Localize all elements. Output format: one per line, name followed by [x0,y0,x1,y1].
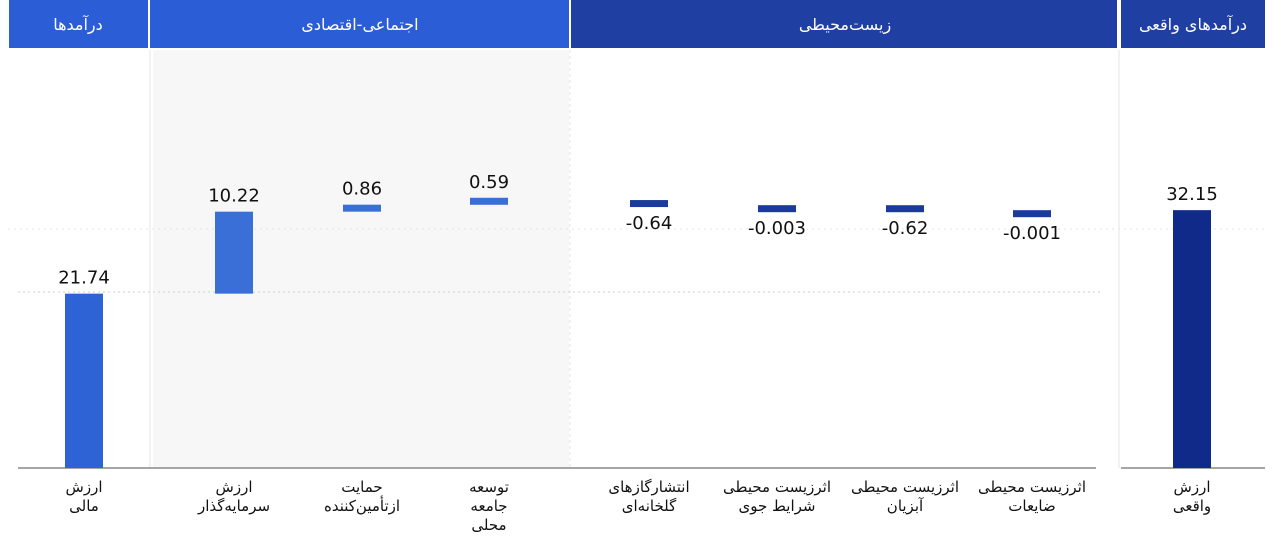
bar-2 [343,204,381,212]
value-label-8: 32.15 [1166,184,1218,205]
category-label-4-line-0: انتشارگازهای [608,478,689,496]
category-label-5-line-1: شرایط جوی [739,497,816,515]
category-label-8-line-1: واقعی [1173,497,1211,515]
value-label-7: -0.001 [1003,223,1061,244]
category-labels-layer: ارزشمالیارزشسرمایه‌گذارحمایتازتأمین‌کنند… [66,478,1212,534]
bar-7 [1013,210,1051,218]
bar-3 [470,197,508,205]
category-label-6-line-0: اثرزیست محیطی [851,478,959,496]
category-label-7-line-0: اثرزیست محیطی [978,478,1086,496]
header-environmental: زیست‌محیطی [571,0,1117,48]
environmental-background [571,50,1117,468]
value-label-0: 21.74 [58,268,110,289]
header-financial-label: درآمدها [53,15,103,35]
value-label-2: 0.86 [342,179,382,200]
value-label-3: 0.59 [469,172,509,193]
category-label-2-line-0: حمایت [341,478,382,496]
value-label-6: -0.62 [882,218,929,239]
header-environmental-label: زیست‌محیطی [799,15,891,35]
value-label-1: 10.22 [208,186,260,207]
category-label-3-line-0: توسعه [469,478,509,496]
bars-layer [65,197,1211,469]
category-label-5-line-0: اثرزیست محیطی [723,478,831,496]
header-real-income: درآمدهای واقعی [1121,0,1265,48]
category-label-4-line-1: گلخانه‌ای [622,497,677,515]
category-label-3-line-2: محلی [471,516,506,534]
value-label-4: -0.64 [626,213,673,234]
value-labels-layer: 21.74 10.22 0.86 0.59 -0.64 -0.003 -0.62 -0.001… [58,172,1218,289]
category-label-0-line-1: مالی [69,497,99,515]
bar-4 [630,200,668,208]
category-label-0-line-0: ارزش [66,478,103,496]
bar-1 [215,211,253,294]
bar-6 [886,205,924,213]
header-socio-economic-label: اجتماعی-اقتصادی [301,15,418,34]
category-label-8-line-0: ارزش [1174,478,1211,496]
header-real-income-bg [1121,0,1265,48]
header-socio-economic-bg [150,0,569,48]
header-financial: درآمدها [9,0,148,48]
category-label-6-line-1: آبزیان [887,497,924,515]
header-financial-bg [9,0,148,48]
category-label-1-line-0: ارزش [216,478,253,496]
category-label-1-line-1: سرمایه‌گذار [197,497,270,515]
header-real-income-label: درآمدهای واقعی [1139,15,1247,35]
category-label-2-line-1: ازتأمین‌کننده [324,495,400,515]
category-label-3-line-1: جامعه [470,497,507,515]
category-label-7-line-1: ضایعات [1008,497,1055,515]
header-environmental-bg [571,0,1117,48]
bar-5 [758,205,796,213]
bar-8 [1173,210,1211,469]
value-label-5: -0.003 [748,218,806,239]
bar-0 [65,293,103,468]
header-socio-economic: اجتماعی-اقتصادی [150,0,569,48]
